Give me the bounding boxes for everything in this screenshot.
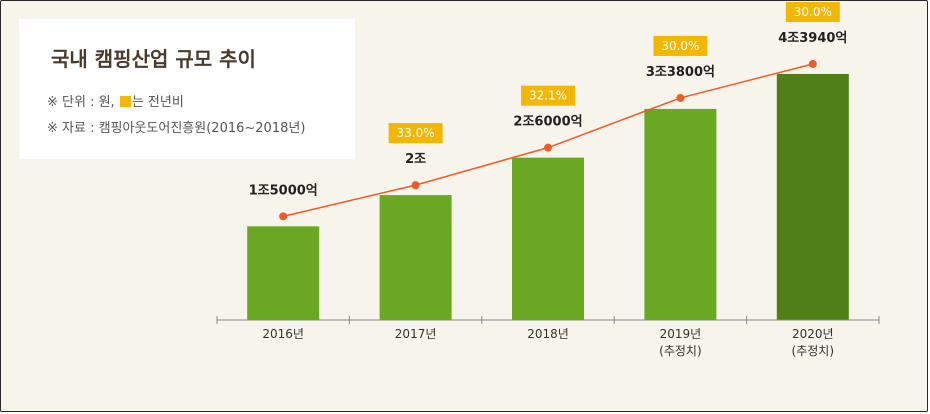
value-label-0: 1조5000억 [249, 183, 318, 198]
x-tick-note-3: (추정치) [659, 344, 701, 358]
trend-point-4 [808, 59, 817, 68]
bar-3 [644, 108, 717, 320]
unit-note-suffix: 는 전년비 [131, 95, 184, 110]
source-note: ※ 자료 : 캠핑아웃도어진흥원(2016~2018년) [47, 121, 306, 136]
x-tick-label-2: 2018년 [527, 327, 569, 341]
bar-0 [247, 226, 320, 320]
value-label-2: 2조6000억 [513, 115, 582, 130]
growth-legend-swatch [119, 96, 131, 107]
growth-badge-2 [521, 85, 575, 106]
value-label-1: 2조 [405, 152, 426, 167]
value-label-3: 3조3800억 [646, 65, 715, 80]
x-tick-note-4: (추정치) [792, 344, 834, 358]
trend-point-3 [676, 93, 685, 102]
trend-point-1 [411, 181, 420, 190]
growth-badge-1 [388, 123, 443, 144]
growth-badge-4 [785, 1, 840, 22]
info-box: 국내 캠핑산업 규모 추이 ※ 단위 : 원, 는 전년비 ※ 자료 : 캠핑아… [19, 19, 355, 159]
x-tick-label-0: 2016년 [262, 327, 304, 341]
unit-note-prefix: ※ 단위 : 원, [47, 95, 115, 110]
x-tick-label-1: 2017년 [395, 327, 437, 341]
bar-4 [776, 73, 849, 320]
unit-note: ※ 단위 : 원, 는 전년비 [47, 91, 184, 110]
growth-badge-3 [653, 35, 708, 56]
growth-label-2: 32.1% [529, 89, 567, 103]
trend-point-0 [279, 212, 288, 221]
growth-label-4: 30.0% [794, 5, 832, 19]
value-label-4: 4조3940억 [778, 31, 847, 46]
bar-2 [512, 157, 584, 320]
x-tick-label-4: 2020년 [792, 327, 834, 341]
trend-point-2 [544, 143, 552, 152]
chart-title: 국내 캠핑산업 규모 추이 [51, 47, 256, 71]
x-tick-label-3: 2019년 [660, 327, 702, 341]
growth-label-1: 33.0% [397, 126, 435, 140]
growth-label-3: 30.0% [661, 39, 699, 53]
bar-1 [379, 195, 452, 320]
